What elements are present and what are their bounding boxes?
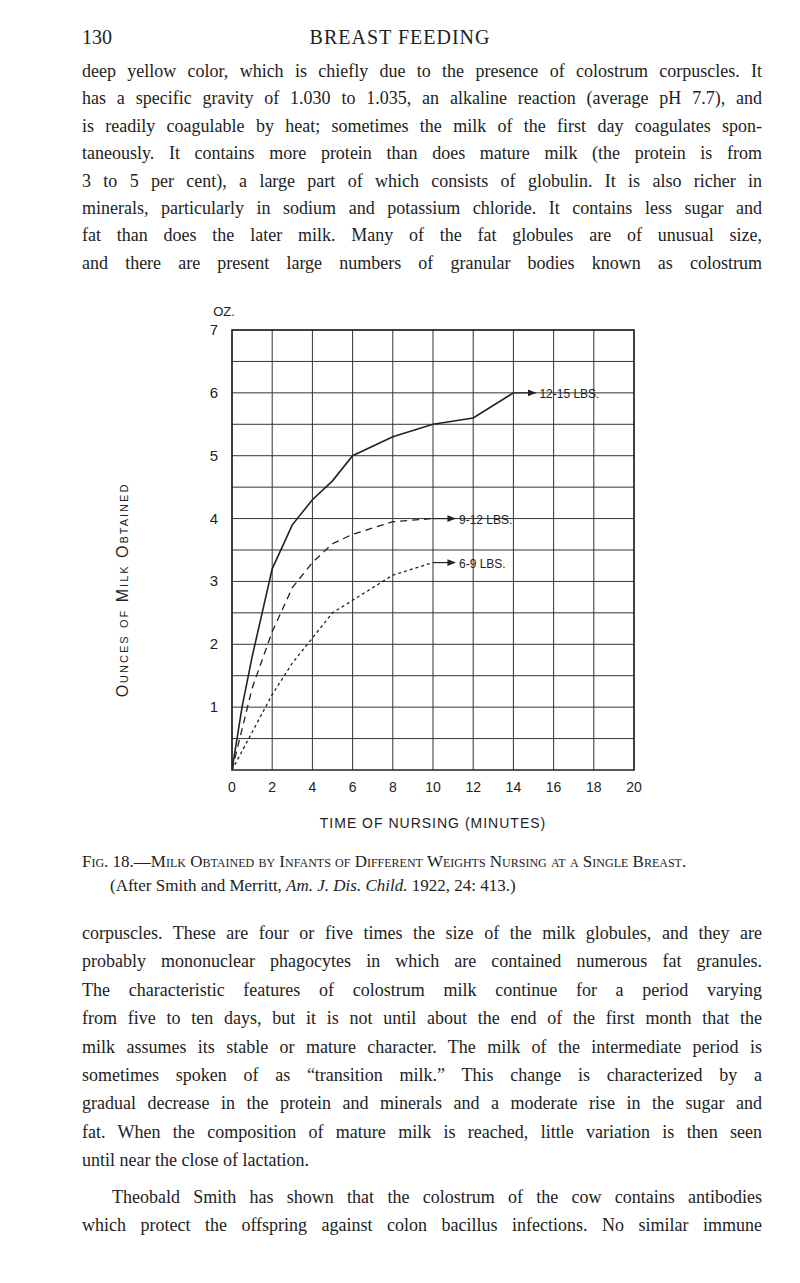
minor-grid-line [232, 612, 634, 613]
chart: 024681012141618201234567OZ.TIME OF NURSI… [0, 0, 800, 1283]
series-label: 9-12 LBS. [459, 513, 512, 527]
series-label: 6-9 LBS. [459, 557, 506, 571]
x-tick-label: 0 [228, 779, 236, 795]
y-tick-label: 1 [210, 698, 218, 715]
text-line: which protect the offspring against colo… [82, 1214, 762, 1236]
x-tick-label: 20 [626, 779, 642, 795]
y-grid-line [232, 455, 634, 456]
minor-grid-line [232, 550, 634, 551]
x-tick-label: 2 [268, 779, 276, 795]
x-tick-label: 16 [546, 779, 562, 795]
caption-part: Am. J. Dis. Child. [286, 876, 407, 895]
y-grid-line [232, 644, 634, 645]
text-line: The characteristic features of colostrum… [82, 979, 762, 1001]
y-tick-label: 7 [210, 321, 218, 338]
y-tick-label: 6 [210, 384, 218, 401]
text-line: milk assumes its stable or mature charac… [82, 1036, 762, 1058]
y-grid-line [232, 707, 634, 708]
y-tick-label: 2 [210, 635, 218, 652]
x-tick-label: 6 [349, 779, 357, 795]
caption-title: Fig. 18.—Milk Obtained by Infants of Dif… [82, 852, 686, 872]
y-grid-line [232, 518, 634, 519]
x-tick-label: 12 [465, 779, 481, 795]
series-line [232, 519, 433, 770]
x-tick-label: 18 [586, 779, 602, 795]
plot-lines [232, 393, 513, 770]
text-line: corpuscles. These are four or five times… [82, 922, 762, 944]
series-label: 12-15 LBS. [539, 387, 599, 401]
text-line: Theobald Smith has shown that the colost… [112, 1186, 762, 1208]
y-tick-label: 4 [210, 510, 218, 527]
unit-label: OZ. [213, 304, 235, 319]
y-tick-label: 3 [210, 572, 218, 589]
x-tick-label: 14 [506, 779, 522, 795]
label-arrow [433, 562, 455, 563]
label-arrow [513, 392, 535, 393]
text-line: and there are present large numbers of g… [82, 252, 762, 274]
caption-part: (After Smith and Merritt, [110, 876, 286, 895]
x-tick-label: 10 [425, 779, 441, 795]
y-tick-label: 5 [210, 447, 218, 464]
text-line: 3 to 5 per cent), a large part of which … [82, 170, 762, 192]
page: {"page_number": "130", "running_head": "… [0, 0, 800, 1283]
text-line: from five to ten days, but it is not unt… [82, 1007, 762, 1029]
x-axis-label: TIME OF NURSING (MINUTES) [320, 815, 546, 831]
caption-source: (After Smith and Merritt, Am. J. Dis. Ch… [110, 876, 516, 896]
text-line: until near the close of lactation. [82, 1149, 762, 1171]
y-axis-label: Ounces of Milk Obtained [114, 483, 131, 698]
page-number: 130 [82, 26, 112, 49]
text-line: gradual decrease in the protein and mine… [82, 1092, 762, 1114]
text-line: probably mononuclear phagocytes in which… [82, 950, 762, 972]
label-arrow [433, 518, 455, 519]
x-tick-label: 8 [389, 779, 397, 795]
text-line: fat. When the composition of mature milk… [82, 1121, 762, 1143]
x-tick-label: 4 [309, 779, 317, 795]
text-line: deep yellow color, which is chiefly due … [82, 60, 762, 82]
minor-grid-line [232, 487, 634, 488]
caption-part: 1922, 24: 413.) [407, 876, 515, 895]
minor-grid-line [232, 675, 634, 676]
running-head: BREAST FEEDING [0, 26, 800, 49]
series-line [232, 393, 513, 770]
minor-grid-line [232, 738, 634, 739]
y-grid-line [232, 581, 634, 582]
text-line: minerals, particularly in sodium and pot… [82, 197, 762, 219]
text-line: taneously. It contains more protein than… [82, 142, 762, 164]
text-line: is readily coagulable by heat; sometimes… [82, 115, 762, 137]
text-line: sometimes spoken of as “transition milk.… [82, 1064, 762, 1086]
plot-frame [232, 330, 634, 770]
series-line [232, 563, 433, 770]
text-line: has a specific gravity of 1.030 to 1.035… [82, 87, 762, 109]
minor-grid-line [232, 361, 634, 362]
text-line: fat than does the later milk. Many of th… [82, 224, 762, 246]
